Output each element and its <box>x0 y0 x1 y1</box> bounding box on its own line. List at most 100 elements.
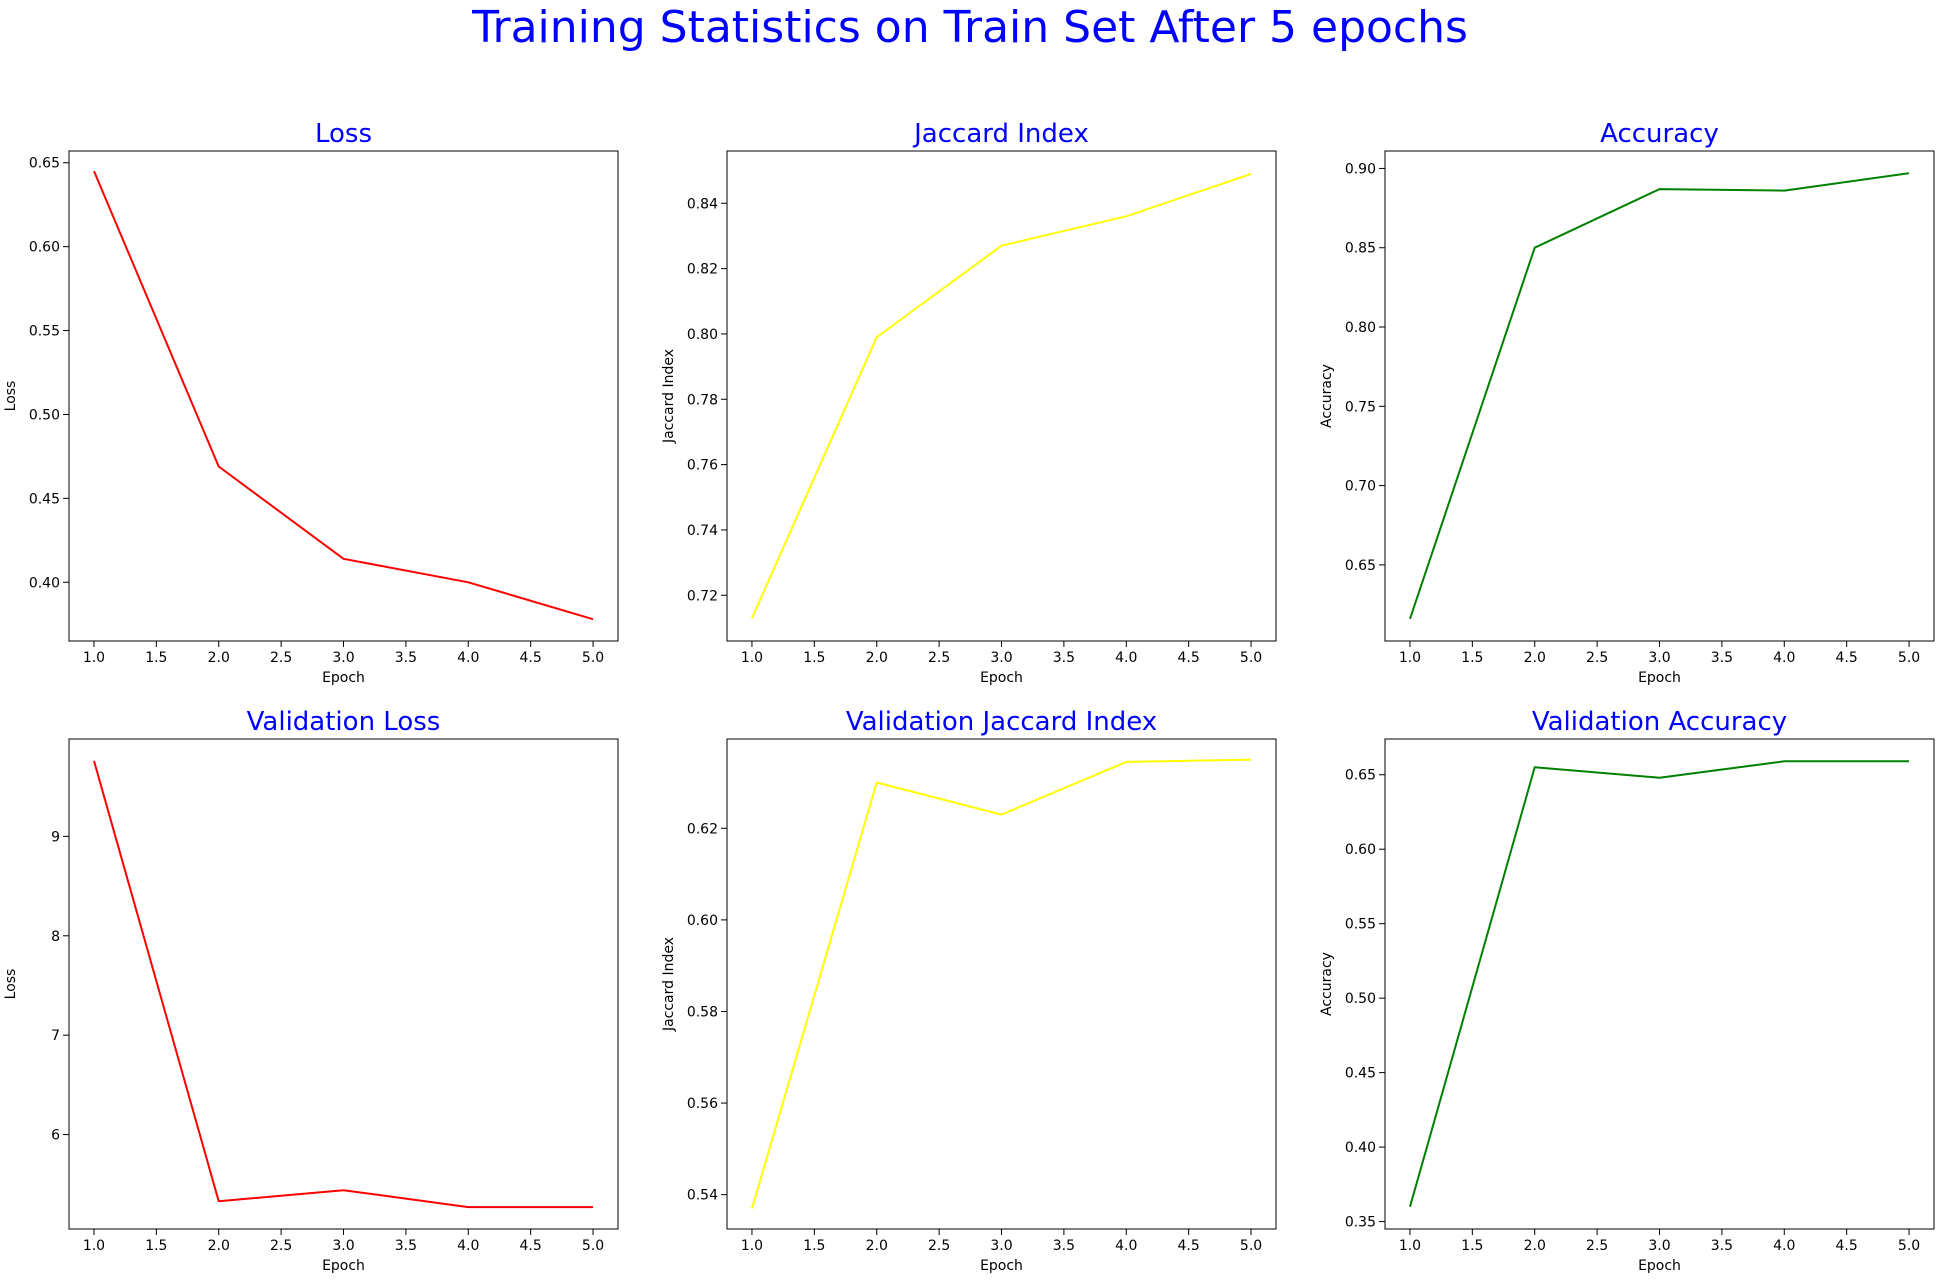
series-line <box>93 170 594 621</box>
x-tick-label: 1.5 <box>145 1238 167 1254</box>
y-axis-label: Jaccard Index <box>661 937 677 1032</box>
x-tick-label: 1.5 <box>803 1238 825 1254</box>
x-tick-label: 2.0 <box>1524 650 1546 666</box>
x-tick-label: 4.0 <box>457 1238 479 1254</box>
x-tick-label: 2.0 <box>208 1238 230 1254</box>
axes-frame <box>1384 150 1935 642</box>
x-tick-label: 2.0 <box>866 650 888 666</box>
y-tick-label: 0.90 <box>1345 161 1376 177</box>
x-axis-label: Epoch <box>322 670 365 686</box>
subplot-title: Validation Loss <box>247 707 441 737</box>
subplot-title: Validation Accuracy <box>1532 707 1787 737</box>
y-tick-label: 0.45 <box>29 491 60 507</box>
x-tick-label: 4.5 <box>1178 650 1200 666</box>
x-tick-label: 5.0 <box>1240 650 1262 666</box>
y-tick-label: 0.40 <box>1345 1140 1376 1156</box>
y-tick-label: 0.80 <box>1345 320 1376 336</box>
subplot-5: Validation Jaccard Index 1.0 1.5 2.0 2.5 3.0 3… <box>661 707 1277 1274</box>
y-axis-label: Accuracy <box>1319 364 1335 428</box>
subplot-2: Jaccard Index 1.0 1.5 2.0 2.5 3.0 3.5 4.0 4.5 5.0… <box>661 119 1277 686</box>
y-tick-label: 0.62 <box>687 821 718 837</box>
x-tick-label: 4.0 <box>1773 650 1795 666</box>
x-tick-label: 3.5 <box>1711 1238 1733 1254</box>
x-tick-label: 4.5 <box>520 650 542 666</box>
x-tick-label: 4.5 <box>1836 650 1858 666</box>
x-tick-label: 1.0 <box>741 650 763 666</box>
y-tick-label: 0.85 <box>1345 241 1376 257</box>
x-tick-label: 1.5 <box>1461 650 1483 666</box>
x-tick-label: 2.0 <box>1524 1238 1546 1254</box>
x-tick-label: 4.0 <box>1773 1238 1795 1254</box>
y-tick-label: 0.40 <box>29 575 60 591</box>
subplot-title: Validation Jaccard Index <box>846 707 1157 737</box>
subplot-4: Validation Loss 1.0 1.5 2.0 2.5 3.0 3.5 4.0 4.5 5… <box>3 707 619 1274</box>
y-tick-label: 0.80 <box>687 327 718 343</box>
y-tick-label: 8 <box>51 929 60 945</box>
x-tick-label: 4.5 <box>1836 1238 1858 1254</box>
x-tick-label: 4.5 <box>1178 1238 1200 1254</box>
x-tick-label: 2.0 <box>866 1238 888 1254</box>
subplot-title: Jaccard Index <box>912 119 1089 149</box>
x-axis-label: Epoch <box>980 670 1023 686</box>
y-tick-label: 0.55 <box>29 324 60 340</box>
figure-title: Training Statistics on Train Set After 5… <box>472 2 1468 53</box>
x-tick-label: 1.0 <box>1399 650 1421 666</box>
series-line <box>93 760 593 1209</box>
x-tick-label: 3.0 <box>332 1238 354 1254</box>
y-tick-label: 0.54 <box>687 1188 718 1204</box>
y-tick-label: 0.72 <box>687 588 718 604</box>
subplot-title: Loss <box>315 119 372 149</box>
x-tick-label: 5.0 <box>582 1238 604 1254</box>
y-tick-label: 0.74 <box>687 523 718 539</box>
y-tick-label: 0.35 <box>1345 1215 1376 1231</box>
y-tick-label: 0.70 <box>1345 479 1376 495</box>
y-tick-label: 0.60 <box>687 913 718 929</box>
y-tick-label: 0.65 <box>29 156 60 172</box>
x-tick-label: 3.0 <box>1648 650 1670 666</box>
x-tick-label: 2.5 <box>1586 1238 1608 1254</box>
y-axis-label: Jaccard Index <box>661 349 677 444</box>
axes-frame <box>68 738 619 1230</box>
y-tick-label: 0.55 <box>1345 917 1376 933</box>
axes-frame <box>726 150 1277 642</box>
x-axis-label: Epoch <box>980 1258 1023 1274</box>
y-tick-label: 0.60 <box>29 240 60 256</box>
y-tick-label: 0.50 <box>1345 991 1376 1007</box>
axes-frame <box>726 738 1277 1230</box>
y-axis-label: Accuracy <box>1319 952 1335 1016</box>
x-tick-label: 3.5 <box>1711 650 1733 666</box>
x-tick-label: 3.5 <box>395 1238 417 1254</box>
y-tick-label: 0.50 <box>29 407 60 423</box>
axes-frame <box>68 150 619 642</box>
subplot-1: Loss 1.0 1.5 2.0 2.5 3.0 3.5 4.0 4.5 5.0 0.40 0.45 0… <box>3 119 619 686</box>
x-tick-label: 4.0 <box>1115 1238 1137 1254</box>
x-tick-label: 4.5 <box>520 1238 542 1254</box>
x-axis-label: Epoch <box>322 1258 365 1274</box>
x-tick-label: 4.0 <box>457 650 479 666</box>
x-tick-label: 3.0 <box>990 650 1012 666</box>
x-tick-label: 2.0 <box>208 650 230 666</box>
x-tick-label: 4.0 <box>1115 650 1137 666</box>
x-tick-label: 1.0 <box>83 650 105 666</box>
x-tick-label: 2.5 <box>1586 650 1608 666</box>
x-tick-label: 3.0 <box>1648 1238 1670 1254</box>
x-tick-label: 1.0 <box>83 1238 105 1254</box>
x-tick-label: 5.0 <box>1898 650 1920 666</box>
x-tick-label: 5.0 <box>1898 1238 1920 1254</box>
x-tick-label: 2.5 <box>928 650 950 666</box>
x-tick-label: 2.5 <box>270 1238 292 1254</box>
y-tick-label: 0.65 <box>1345 558 1376 574</box>
x-tick-label: 1.0 <box>741 1238 763 1254</box>
x-tick-label: 1.5 <box>1461 1238 1483 1254</box>
x-tick-label: 5.0 <box>1240 1238 1262 1254</box>
x-tick-label: 3.5 <box>1053 650 1075 666</box>
x-tick-label: 1.0 <box>1399 1238 1421 1254</box>
y-axis-label: Loss <box>3 381 19 412</box>
y-tick-label: 0.84 <box>687 196 718 212</box>
y-tick-label: 0.75 <box>1345 399 1376 415</box>
y-tick-label: 0.78 <box>687 392 718 408</box>
x-axis-label: Epoch <box>1638 670 1681 686</box>
x-tick-label: 1.5 <box>145 650 167 666</box>
x-tick-label: 3.5 <box>395 650 417 666</box>
